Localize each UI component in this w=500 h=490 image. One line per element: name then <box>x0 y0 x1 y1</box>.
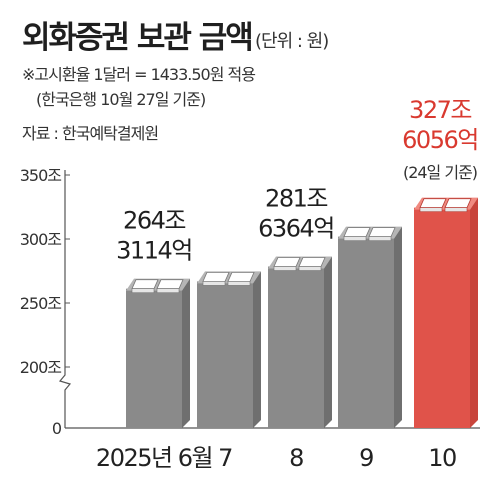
y-tick-label: 250조 <box>20 294 62 313</box>
data-label: 6364억 <box>258 215 334 243</box>
bar <box>197 271 261 428</box>
x-tick-label: 10 <box>428 444 456 472</box>
source-note: 자료 : 한국예탁결제원 <box>22 124 158 143</box>
chart-title: 외화증권 보관 금액 <box>22 20 252 56</box>
data-label: 281조 <box>265 185 327 213</box>
exchange-rate-note: ※고시환율 1달러 = 1433.50원 적용 <box>22 65 255 84</box>
data-label: 3114억 <box>116 237 192 265</box>
x-tick-label: 7 <box>218 444 232 472</box>
x-tick-label: 9 <box>359 444 373 472</box>
exchange-rate-basis: (한국은행 10월 27일 기준) <box>36 90 205 109</box>
data-label: 264조 <box>123 207 185 235</box>
data-label: 6056억 <box>402 126 478 154</box>
y-axis: 0 200조 250조 300조 350조 <box>20 166 480 438</box>
y-tick-label: 0 <box>52 419 62 438</box>
y-tick-label: 350조 <box>20 166 62 185</box>
bar <box>268 256 332 428</box>
bar <box>338 226 402 428</box>
bars <box>126 197 478 428</box>
data-label: 327조 <box>409 96 471 124</box>
unit-label: (단위 : 원) <box>255 31 328 52</box>
x-tick-label: 2025년 6월 <box>96 444 212 472</box>
x-tick-label: 8 <box>289 444 303 472</box>
annotation-label: (24일 기준) <box>403 163 477 182</box>
bar <box>414 197 478 428</box>
y-axis-line <box>58 170 72 428</box>
y-tick-label: 200조 <box>20 358 62 377</box>
x-axis: 2025년 6월 7 8 9 10 <box>96 444 458 472</box>
bar <box>126 278 190 428</box>
y-tick-label: 300조 <box>20 230 62 249</box>
